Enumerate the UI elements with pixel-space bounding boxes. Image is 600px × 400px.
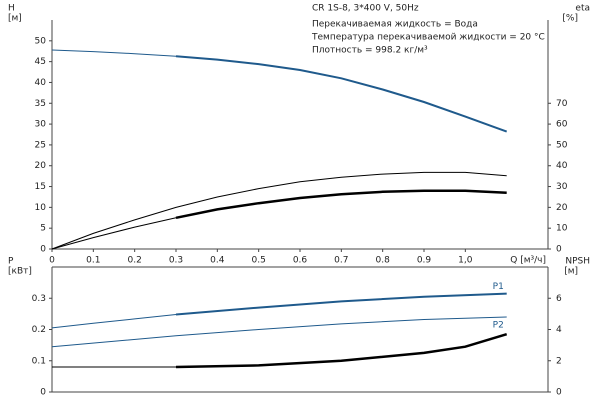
y-tick-label: 0.1: [32, 356, 46, 366]
annotation: Плотность = 998.2 кг/м³: [312, 46, 428, 56]
series-line: [51, 314, 177, 329]
y-tick-label: 35: [35, 99, 46, 109]
y-axis-unit: [кВт]: [8, 267, 32, 277]
y-tick-label: 0: [40, 388, 46, 398]
y-tick-label: 40: [35, 78, 47, 88]
x-axis-label: Q [м³/ч]: [510, 256, 546, 266]
y-tick-label: 20: [35, 161, 47, 171]
y2-tick-label: 0: [556, 245, 562, 255]
series-line: [51, 217, 177, 250]
y2-tick-label: 4: [556, 325, 562, 335]
x-tick-label: 0.6: [293, 256, 308, 266]
y2-tick-label: 20: [556, 203, 568, 213]
y2-tick-label: 6: [556, 294, 562, 304]
x-tick-label: 0.8: [376, 256, 391, 266]
y-tick-label: 0.2: [32, 325, 46, 335]
y2-axis-unit: [%]: [562, 14, 578, 24]
x-tick-label: 0.7: [334, 256, 348, 266]
series-line: [175, 292, 507, 316]
y-tick-label: 50: [35, 36, 47, 46]
y-tick-label: 45: [35, 57, 46, 67]
chart-title: CR 1S-8, 3*400 V, 50Hz: [312, 4, 419, 14]
y2-axis-label: NPSH: [565, 257, 590, 267]
annotation: Температура перекачиваемой жидкости = 20…: [311, 33, 545, 43]
y-tick-label: 15: [35, 182, 46, 192]
y2-tick-label: 10: [556, 224, 568, 234]
y2-tick-label: 2: [556, 356, 562, 366]
x-tick-label: 0.9: [417, 256, 432, 266]
y2-tick-label: 60: [556, 120, 568, 130]
series-label: P1: [493, 282, 504, 292]
y-tick-label: 25: [35, 140, 46, 150]
y2-tick-label: 30: [556, 182, 568, 192]
series-line: [175, 333, 508, 369]
y2-axis-label: eta: [575, 4, 590, 14]
y2-tick-label: 50: [556, 140, 568, 150]
series-label: P2: [493, 321, 504, 331]
x-tick-label: 0.2: [128, 256, 142, 266]
y-axis-label: P: [8, 257, 14, 267]
y-axis-unit: [м]: [8, 14, 22, 24]
x-tick-label: 0.1: [86, 256, 100, 266]
y-tick-label: 10: [35, 203, 47, 213]
y-tick-label: 0.3: [32, 294, 46, 304]
y2-tick-label: 0: [556, 388, 562, 398]
x-tick-label: 0: [49, 256, 55, 266]
series-line: [51, 171, 507, 250]
series-line: [51, 316, 507, 348]
x-tick-label: 1,0: [458, 256, 473, 266]
series-line: [175, 55, 508, 133]
series-line: [175, 189, 507, 220]
y2-tick-label: 70: [556, 99, 568, 109]
y2-axis-unit: [м]: [564, 267, 578, 277]
series-line: [51, 49, 177, 57]
y-axis-label: H: [8, 4, 15, 14]
x-tick-label: 0.5: [252, 256, 266, 266]
y-tick-label: 30: [35, 120, 47, 130]
x-tick-label: 0.4: [210, 256, 225, 266]
x-tick-label: 0.3: [169, 256, 183, 266]
annotation: Перекачиваемая жидкость = Вода: [312, 20, 478, 30]
y-tick-label: 0: [40, 245, 46, 255]
y-tick-label: 5: [40, 224, 46, 234]
y2-tick-label: 40: [556, 161, 568, 171]
